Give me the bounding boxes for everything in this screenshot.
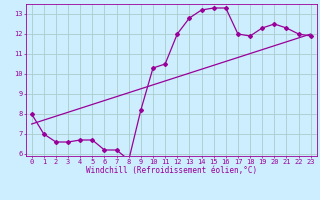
X-axis label: Windchill (Refroidissement éolien,°C): Windchill (Refroidissement éolien,°C) <box>86 166 257 175</box>
